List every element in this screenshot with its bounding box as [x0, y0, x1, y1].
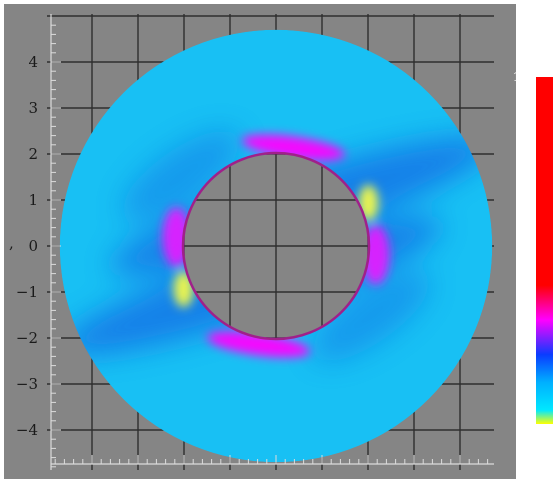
y-tick-label: 0 — [28, 237, 38, 255]
y-tick-label: −4 — [16, 421, 38, 439]
y-tick-label: −1 — [16, 283, 38, 301]
colorbar-tick-label: 7 — [520, 174, 528, 188]
colorbar-gradient — [536, 77, 553, 424]
colorbar-tick-label: 2 — [520, 348, 528, 362]
colorbar-tick-label: 3 — [520, 313, 528, 327]
edge-spots — [162, 134, 390, 358]
inner-edge — [181, 151, 371, 341]
y-tick-label: 3 — [28, 99, 38, 117]
colorbar-tick-label: 0 — [520, 417, 528, 431]
y-axis-glyph: , — [9, 234, 14, 252]
y-tick-label: 1 — [28, 191, 38, 209]
colorbar-tick-label: 9 — [520, 105, 528, 119]
colorbar-tick-label: 8 — [520, 139, 528, 153]
spot-hot-spot-lower — [207, 331, 311, 358]
colorbar-tick-label: 1 — [520, 382, 528, 396]
y-tick-label: −3 — [16, 375, 38, 393]
colorbar-tick-label: 10 — [513, 70, 528, 84]
y-tick-label: −2 — [16, 329, 38, 347]
colorbar-tick-label: 4 — [520, 278, 528, 292]
spot-hot-spot-upper — [241, 134, 345, 161]
spiral-band-arm-left — [121, 130, 241, 222]
y-tick-label: 4 — [28, 53, 38, 71]
spiral-band-arm-right — [311, 270, 431, 362]
y-axis: 4 3 2 1 0 −1 −2 −3 −4, — [9, 14, 61, 470]
y-tick-label: 2 — [28, 145, 38, 163]
colorbar-tick-label: 6 — [520, 209, 528, 223]
x-axis — [51, 455, 494, 465]
colorbar-tick-label: 5 — [520, 244, 528, 258]
